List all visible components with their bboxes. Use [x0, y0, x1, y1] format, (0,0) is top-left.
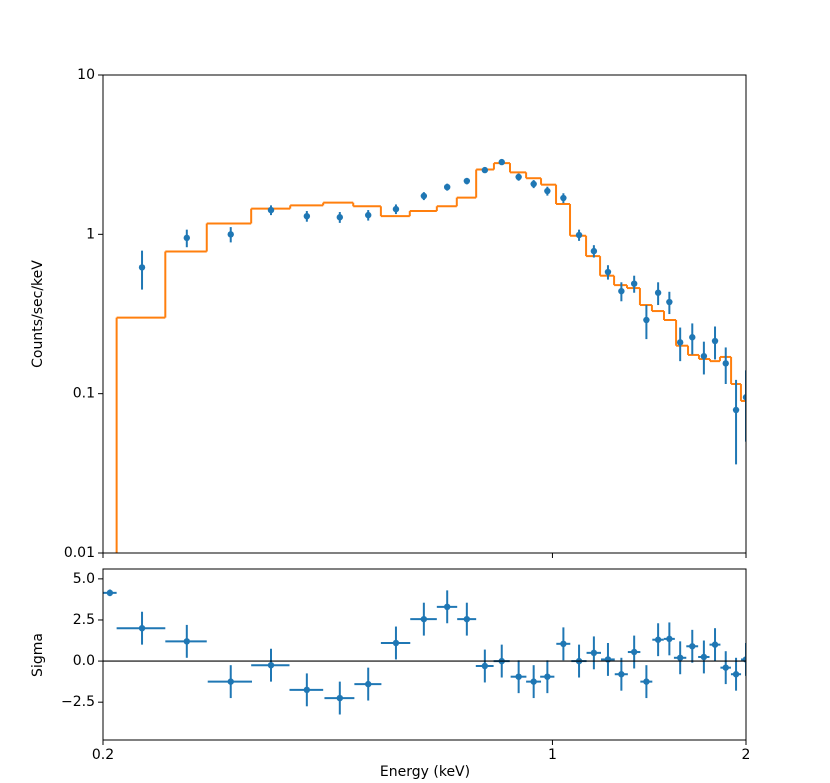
data-point	[303, 686, 311, 694]
data-point	[481, 166, 489, 174]
data-point	[732, 671, 740, 678]
y-axis-label: Counts/sec/keV	[30, 260, 46, 368]
data-point	[732, 406, 740, 414]
axes-frame	[102, 74, 747, 554]
data-point	[267, 661, 275, 669]
data-point	[267, 206, 275, 214]
data-point	[138, 264, 146, 271]
data-point	[138, 624, 146, 632]
axes-frame	[102, 568, 747, 741]
data-point	[227, 678, 234, 685]
data-point	[575, 231, 583, 239]
data-point	[463, 615, 471, 623]
data-point	[498, 158, 505, 166]
data-point	[590, 247, 598, 255]
data-point	[676, 339, 684, 346]
data-point	[722, 360, 729, 367]
x-tick-label: 2	[742, 747, 751, 763]
data-point	[515, 673, 522, 680]
data-point	[560, 194, 567, 202]
plot-area	[115, 158, 746, 553]
data-point	[481, 662, 489, 670]
data-point	[392, 205, 400, 213]
data-point	[530, 678, 537, 685]
data-point	[420, 192, 428, 200]
data-point	[666, 635, 673, 643]
y-tick-label: 1	[86, 226, 95, 242]
data-point	[443, 603, 451, 611]
data-point	[106, 589, 114, 597]
y-tick-label: 0.0	[73, 653, 95, 669]
y-tick-label: 0.01	[64, 545, 95, 561]
data-point	[530, 180, 537, 188]
data-point	[666, 298, 673, 306]
data-point	[700, 653, 708, 661]
y-axis-label: Sigma	[30, 633, 46, 677]
data-point	[560, 640, 567, 648]
data-point	[618, 287, 625, 295]
data-point	[336, 694, 344, 702]
data-point	[227, 231, 234, 238]
data-point	[392, 639, 400, 647]
y-tick-label: 0.1	[73, 386, 95, 402]
y-tick-label: 2.5	[73, 612, 95, 628]
data-point	[630, 648, 638, 656]
data-point	[365, 211, 372, 219]
data-point	[700, 352, 708, 360]
data-point	[303, 212, 311, 220]
data-point	[618, 671, 625, 678]
data-point	[643, 678, 650, 685]
data-point	[336, 214, 344, 221]
data-point	[365, 680, 372, 688]
data-point	[604, 268, 612, 276]
x-tick-label: 1	[548, 747, 557, 763]
y-tick-label: 10	[77, 67, 95, 83]
data-point	[183, 234, 191, 242]
data-point	[676, 654, 684, 661]
data-point	[443, 183, 451, 191]
data-point	[654, 636, 662, 643]
data-point	[711, 641, 719, 648]
y-tick-label: 5.0	[73, 571, 95, 587]
data-point	[183, 638, 191, 645]
x-axis-label: Energy (keV)	[380, 764, 470, 780]
data-point	[463, 177, 471, 185]
data-point	[689, 643, 696, 650]
data-point	[515, 173, 522, 181]
data-point	[643, 316, 650, 324]
data-point	[722, 664, 729, 671]
y-tick-label: −2.5	[61, 694, 95, 710]
x-tick-label: 0.2	[92, 747, 114, 763]
data-point	[590, 649, 598, 657]
data-point	[544, 673, 551, 680]
data-point	[654, 289, 662, 296]
data-point	[689, 334, 696, 341]
data-point	[420, 615, 428, 623]
data-point	[630, 280, 638, 287]
plot-area	[103, 589, 746, 715]
data-point	[742, 394, 746, 401]
data-point	[711, 337, 719, 345]
data-point	[544, 187, 551, 195]
